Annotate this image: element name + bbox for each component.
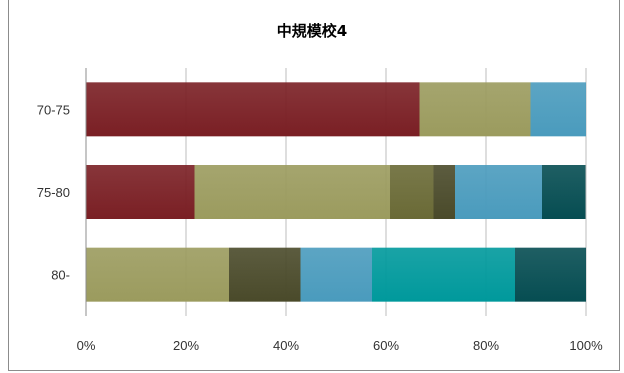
category-label: 70-75	[37, 102, 70, 117]
category-label: 80-	[51, 268, 70, 283]
bar-segment	[229, 247, 301, 302]
bar-segment	[300, 247, 372, 302]
x-tick-label: 0%	[77, 338, 96, 353]
bar-segment	[515, 247, 586, 302]
bar-segment	[86, 82, 420, 137]
bar-segment	[419, 82, 531, 137]
bar-segment	[433, 165, 455, 219]
bar-segment	[194, 165, 390, 219]
x-tick-label: 60%	[373, 338, 399, 353]
chart-title: 中規模校4	[276, 22, 348, 40]
category-label: 75-80	[37, 185, 70, 200]
bar-segment	[542, 165, 586, 219]
bar-segment	[372, 247, 515, 302]
bar-segment	[86, 247, 229, 302]
bar-segment	[455, 165, 542, 219]
x-tick-label: 40%	[273, 338, 299, 353]
x-tick-label: 80%	[473, 338, 499, 353]
bar-segment	[530, 82, 586, 137]
x-tick-label: 100%	[569, 338, 603, 353]
x-tick-label: 20%	[173, 338, 199, 353]
bar-segment	[390, 165, 434, 219]
bar-segment	[86, 165, 195, 219]
